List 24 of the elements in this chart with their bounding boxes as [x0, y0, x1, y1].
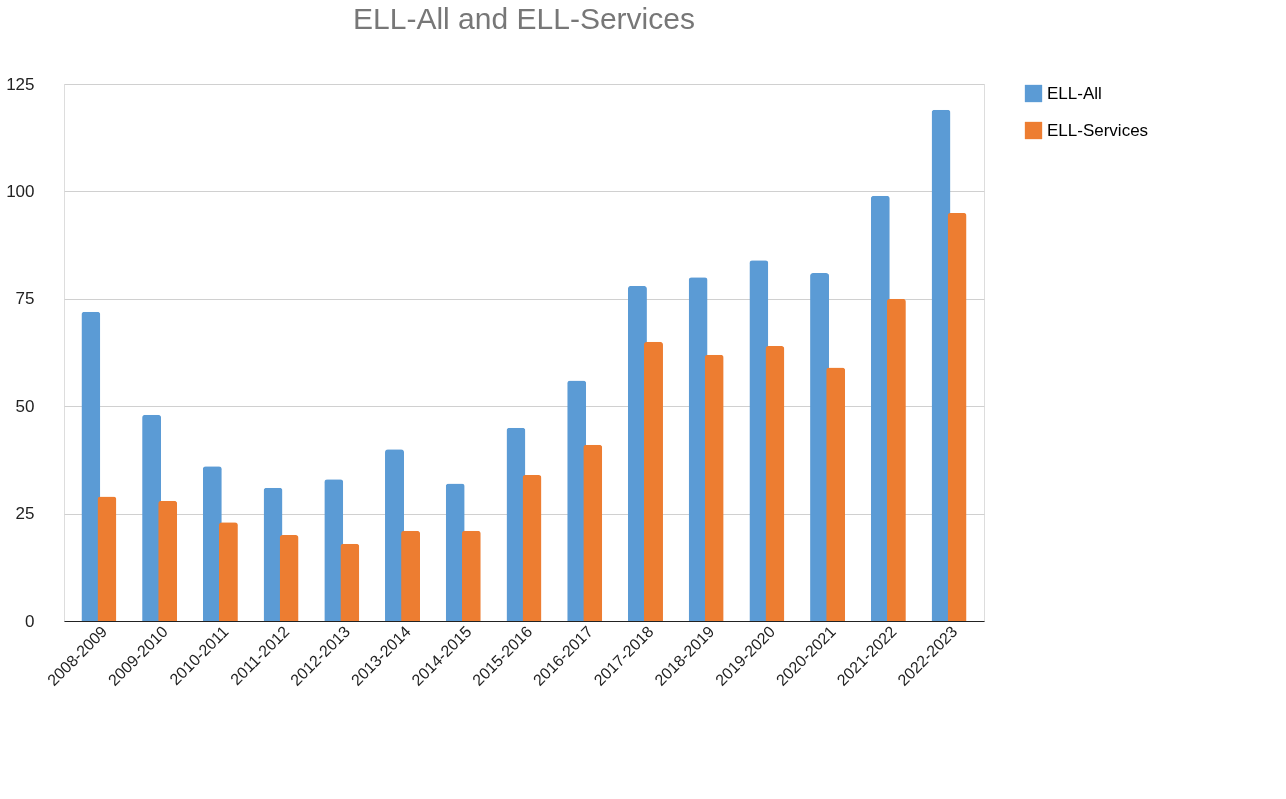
bar: [643, 341, 663, 621]
y-tick-label: 75: [15, 289, 35, 309]
y-tick-label: 0: [25, 611, 35, 631]
bar: [158, 500, 178, 621]
chart-title: ELL-All and ELL-Services: [353, 2, 695, 35]
y-tick-label: 125: [6, 74, 35, 94]
bar: [340, 543, 360, 621]
legend-label: ELL-Services: [1047, 120, 1149, 140]
bar: [461, 530, 481, 621]
bar: [97, 496, 117, 621]
legend-label: ELL-All: [1047, 83, 1102, 103]
bar: [704, 354, 724, 621]
bar: [886, 298, 906, 621]
bar: [947, 212, 967, 621]
bar: [826, 367, 846, 621]
bar: [583, 444, 603, 621]
bar: [765, 346, 785, 621]
y-tick-label: 50: [15, 396, 35, 416]
bar: [522, 474, 542, 621]
bar: [279, 535, 299, 621]
y-tick-label: 100: [6, 181, 35, 201]
y-tick-label: 25: [15, 504, 35, 524]
bar: [401, 530, 421, 621]
bar: [218, 522, 238, 621]
